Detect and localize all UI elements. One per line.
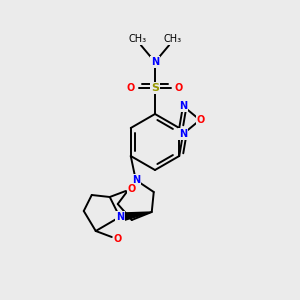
- Text: N: N: [179, 129, 187, 139]
- Text: N: N: [151, 57, 159, 67]
- Text: O: O: [127, 83, 135, 93]
- Text: N: N: [116, 212, 124, 222]
- Text: S: S: [151, 83, 159, 93]
- Polygon shape: [121, 212, 152, 221]
- Text: O: O: [175, 83, 183, 93]
- Text: O: O: [114, 234, 122, 244]
- Text: CH₃: CH₃: [163, 34, 181, 44]
- Text: CH₃: CH₃: [129, 34, 147, 44]
- Text: O: O: [128, 184, 136, 194]
- Text: N: N: [132, 175, 140, 185]
- Text: N: N: [179, 101, 187, 111]
- Text: O: O: [197, 115, 205, 125]
